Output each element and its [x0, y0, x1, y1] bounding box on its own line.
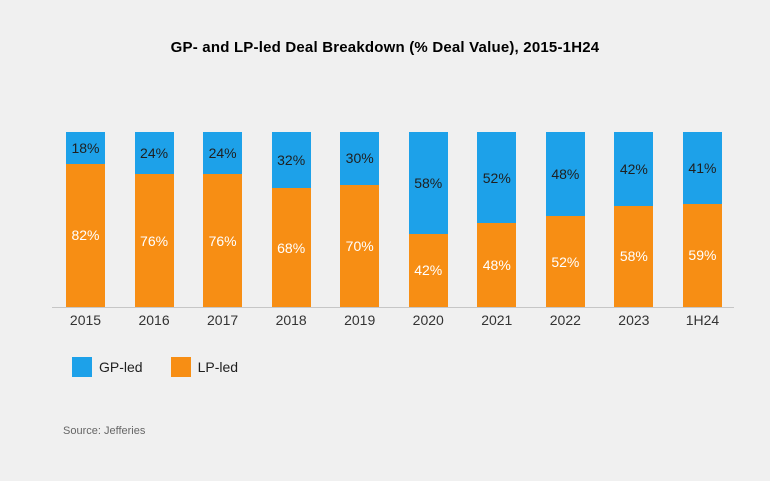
x-tick-label-2016: 2016	[138, 312, 170, 328]
bars-container: 18% 82% 2015 24% 76% 2016 24% 76% 2017 32% 68% 2018…	[66, 132, 722, 328]
bar-segment-gp-led-2016: 24%	[134, 132, 174, 174]
legend-item-gp-led: GP-led	[72, 357, 143, 377]
bar-2017: 24% 76% 2017	[203, 132, 243, 328]
x-tick-label-2023: 2023	[618, 312, 650, 328]
lp-led-swatch	[170, 357, 191, 377]
x-tick-label-1H24: 1H24	[685, 312, 720, 328]
bar-segment-lp-led-2019: 70%	[340, 184, 380, 307]
bar-segment-lp-led-2022: 52%	[545, 216, 585, 307]
x-tick-label-2022: 2022	[549, 312, 581, 328]
plot-area: 18% 82% 2015 24% 76% 2016 24% 76% 2017 32% 68% 2018…	[0, 132, 770, 332]
x-tick-label-2019: 2019	[344, 312, 376, 328]
bar-segment-lp-led-2016: 76%	[134, 174, 174, 307]
bar-segment-gp-led-2022: 48%	[545, 132, 585, 216]
bar-segment-gp-led-2021: 52%	[477, 132, 517, 223]
bar-2015: 18% 82% 2015	[66, 132, 105, 328]
bar-1H24: 41% 59% 1H24	[682, 132, 722, 328]
bar-segment-lp-led-2017: 76%	[203, 174, 243, 307]
bar-segment-lp-led-2023: 58%	[614, 205, 654, 307]
bar-segment-lp-led-2018: 68%	[271, 188, 311, 307]
source-note: Source: Jefferies	[63, 425, 146, 437]
bar-segment-lp-led-2015: 82%	[66, 163, 105, 307]
bar-segment-gp-led-2015: 18%	[66, 132, 105, 164]
bar-segment-lp-led-2020: 42%	[408, 233, 448, 307]
bar-2019: 30% 70% 2019	[340, 132, 380, 328]
bar-2020: 58% 42% 2020	[408, 132, 448, 328]
bar-2018: 32% 68% 2018	[271, 132, 311, 328]
bar-segment-gp-led-2019: 30%	[340, 132, 380, 185]
legend-label-gp-led: GP-led	[99, 359, 143, 375]
x-tick-label-2021: 2021	[481, 312, 513, 328]
bar-segment-gp-led-2018: 32%	[271, 132, 311, 188]
bar-segment-gp-led-2020: 58%	[408, 132, 448, 234]
bar-2021: 52% 48% 2021	[477, 132, 517, 328]
bar-segment-gp-led-2023: 42%	[614, 132, 654, 206]
x-tick-label-2020: 2020	[412, 312, 444, 328]
bar-2016: 24% 76% 2016	[134, 132, 174, 328]
bar-segment-lp-led-1H24: 59%	[682, 203, 722, 307]
bar-segment-gp-led-2017: 24%	[203, 132, 243, 174]
x-axis-line	[52, 307, 734, 308]
legend-item-lp-led: LP-led	[170, 357, 239, 377]
gp-led-swatch	[72, 357, 92, 377]
x-tick-label-2015: 2015	[69, 312, 102, 328]
chart-title: GP- and LP-led Deal Breakdown (% Deal Va…	[170, 39, 600, 56]
bar-2023: 42% 58% 2023	[614, 132, 654, 328]
bar-segment-gp-led-1H24: 41%	[682, 132, 722, 204]
legend: GP-led LP-led	[72, 357, 238, 377]
legend-label-lp-led: LP-led	[197, 359, 239, 375]
bar-2022: 48% 52% 2022	[545, 132, 585, 328]
x-tick-label-2018: 2018	[275, 312, 307, 328]
bar-segment-lp-led-2021: 48%	[477, 223, 517, 307]
x-tick-label-2017: 2017	[207, 312, 239, 328]
